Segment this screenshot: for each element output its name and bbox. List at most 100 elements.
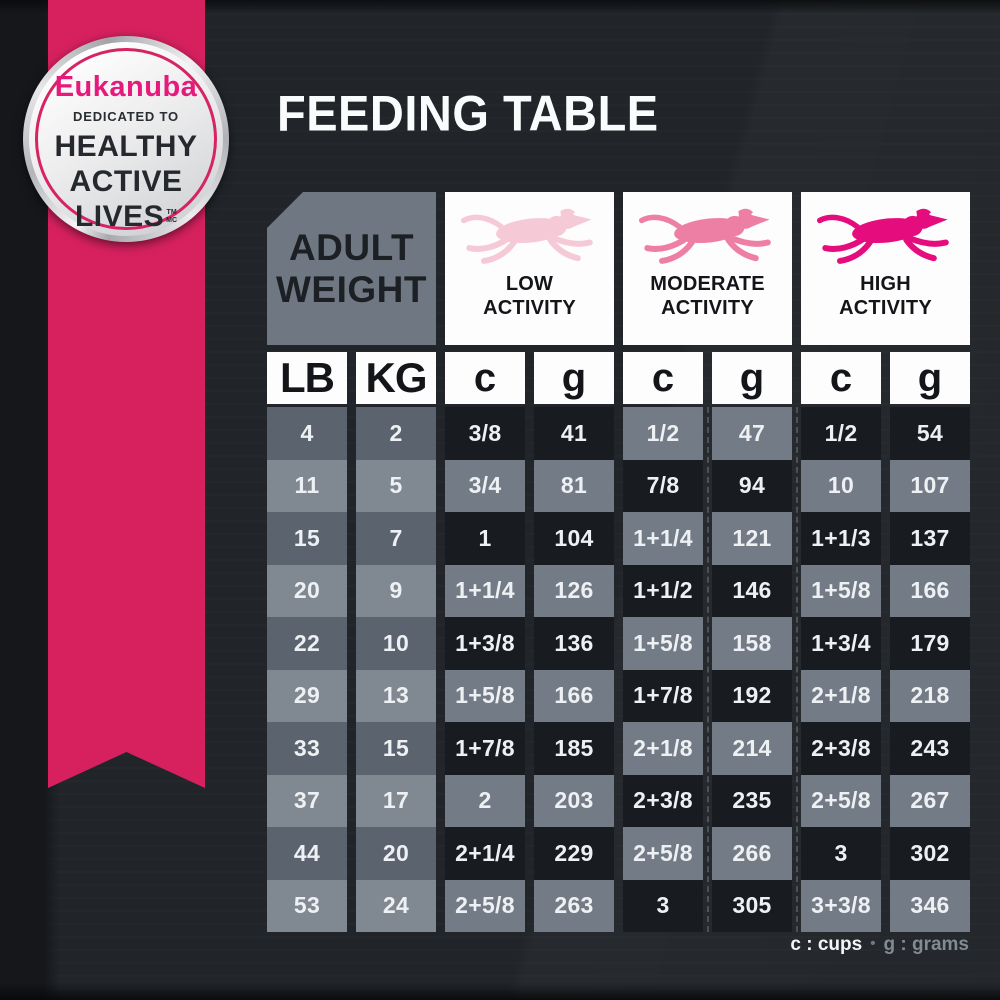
table-cell: 1+3/8 <box>445 617 525 670</box>
table-cell: 2 <box>445 774 525 827</box>
badge-headline-1: HEALTHY <box>54 130 198 164</box>
dashed-divider <box>707 407 709 932</box>
high-activity-header: HIGH ACTIVITY <box>801 192 970 345</box>
unit-header-row: LB KG c g c g c g <box>267 352 970 404</box>
table-cell: 81 <box>534 459 614 512</box>
table-cell: 166 <box>534 669 614 722</box>
table-cell: 3 <box>623 879 703 932</box>
table-cell: 4 <box>267 407 347 460</box>
table-cell: 192 <box>712 669 792 722</box>
table-cell: 2+5/8 <box>801 774 881 827</box>
table-cell: 20 <box>356 827 436 880</box>
moderate-activity-label: MODERATE ACTIVITY <box>650 273 765 320</box>
table-cell: 104 <box>534 512 614 565</box>
table-cell: 121 <box>712 512 792 565</box>
table-cell: 1+7/8 <box>623 669 703 722</box>
unit-header-grams-low: g <box>534 352 614 404</box>
table-cell: 15 <box>356 722 436 775</box>
table-cell: 47 <box>712 407 792 460</box>
unit-header-grams-high: g <box>890 352 970 404</box>
table-cell: 22 <box>267 617 347 670</box>
badge-dedication: DEDICATED TO <box>73 109 179 125</box>
table-cell: 1+5/8 <box>801 564 881 617</box>
brand-logo: Eukanuba <box>54 71 198 103</box>
brand-badge: Eukanuba DEDICATED TO HEALTHY ACTIVE LIV… <box>23 36 229 242</box>
table-cell: 29 <box>267 669 347 722</box>
trademark-tm: TM <box>166 209 177 217</box>
table-cell: 13 <box>356 669 436 722</box>
unit-header-kg: KG <box>356 352 436 404</box>
table-cell: 2+1/8 <box>623 722 703 775</box>
table-cell: 218 <box>890 669 970 722</box>
table-cell: 1+1/3 <box>801 512 881 565</box>
badge-headline-3: LIVES TM MC <box>38 202 214 237</box>
table-cell: 1+1/4 <box>623 512 703 565</box>
table-cell: 53 <box>267 879 347 932</box>
unit-header-cups-high: c <box>801 352 881 404</box>
units-legend: c : cups • g : grams <box>790 934 969 956</box>
table-cell: 2+1/4 <box>445 827 525 880</box>
unit-header-cups-low: c <box>445 352 525 404</box>
low-activity-line1: LOW <box>505 273 554 295</box>
table-cell: 146 <box>712 564 792 617</box>
table-cell: 126 <box>534 564 614 617</box>
adult-weight-line2: WEIGHT <box>276 268 427 310</box>
moderate-activity-line1: MODERATE <box>650 273 765 295</box>
table-cell: 5 <box>356 459 436 512</box>
badge-face: Eukanuba DEDICATED TO HEALTHY ACTIVE LIV… <box>35 48 217 232</box>
table-cell: 107 <box>890 459 970 512</box>
table-cell: 137 <box>890 512 970 565</box>
table-cell: 33 <box>267 722 347 775</box>
table-cell: 3+3/8 <box>801 879 881 932</box>
adult-weight-header: ADULT WEIGHT <box>267 192 436 345</box>
table-cell: 2+1/8 <box>801 669 881 722</box>
table-cell: 44 <box>267 827 347 880</box>
table-cell: 179 <box>890 617 970 670</box>
high-activity-label: HIGH ACTIVITY <box>839 273 932 320</box>
unit-header-lb: LB <box>267 352 347 404</box>
grams-legend: g : grams <box>883 934 969 955</box>
table-cell: 305 <box>712 879 792 932</box>
high-activity-line1: HIGH <box>860 273 911 295</box>
table-cell: 3 <box>801 827 881 880</box>
table-cell: 10 <box>801 459 881 512</box>
table-cell: 1/2 <box>623 407 703 460</box>
table-cell: 267 <box>890 774 970 827</box>
high-activity-line2: ACTIVITY <box>839 296 932 319</box>
table-cell: 37 <box>267 774 347 827</box>
feeding-table: ADULT WEIGHT <box>267 192 970 932</box>
table-cell: 263 <box>534 879 614 932</box>
table-cell: 10 <box>356 617 436 670</box>
table-cell: 1+1/2 <box>623 564 703 617</box>
table-cell: 214 <box>712 722 792 775</box>
table-cell: 17 <box>356 774 436 827</box>
badge-headline-2: ACTIVE <box>69 165 183 199</box>
moderate-activity-header: MODERATE ACTIVITY <box>623 192 792 345</box>
table-cell: 1+5/8 <box>445 669 525 722</box>
table-cell: 1+5/8 <box>623 617 703 670</box>
table-cell: 346 <box>890 879 970 932</box>
table-cell: 7 <box>356 512 436 565</box>
trademark-mark: TM MC <box>166 209 177 225</box>
table-cell: 9 <box>356 564 436 617</box>
unit-header-grams-moderate: g <box>712 352 792 404</box>
table-cell: 1+3/4 <box>801 617 881 670</box>
table-cell: 243 <box>890 722 970 775</box>
dashed-divider <box>796 407 798 932</box>
table-cell: 7/8 <box>623 459 703 512</box>
table-cell: 2+3/8 <box>623 774 703 827</box>
table-cell: 185 <box>534 722 614 775</box>
trademark-mc: MC <box>166 217 178 225</box>
table-cell: 2+3/8 <box>801 722 881 775</box>
table-cell: 54 <box>890 407 970 460</box>
table-cell: 203 <box>534 774 614 827</box>
table-cell: 2 <box>356 407 436 460</box>
adult-weight-line1: ADULT <box>288 227 415 269</box>
table-cell: 1+1/4 <box>445 564 525 617</box>
table-cell: 3/8 <box>445 407 525 460</box>
low-activity-label: LOW ACTIVITY <box>483 273 576 320</box>
table-cell: 11 <box>267 459 347 512</box>
legend-dot-icon: • <box>870 935 876 952</box>
page-title: FEEDING TABLE <box>277 85 659 142</box>
cups-legend: c : cups <box>790 934 863 955</box>
